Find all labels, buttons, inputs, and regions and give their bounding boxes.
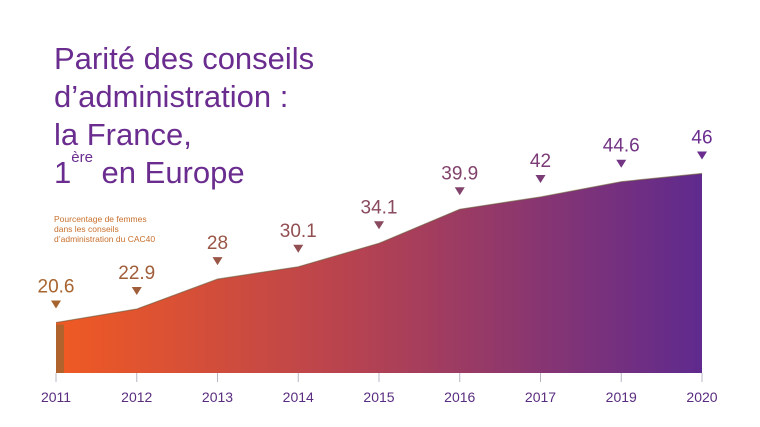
x-tick-label-2015: 2015	[363, 389, 394, 405]
title-rank-number: 1	[54, 155, 72, 190]
data-label-2020: 46	[691, 127, 712, 148]
data-label-2017: 42	[530, 151, 551, 172]
data-marker-2011	[51, 300, 61, 309]
area-series	[56, 173, 702, 373]
data-marker-2014	[293, 244, 304, 253]
title-rank-suffix: ère	[71, 149, 93, 166]
series-line	[55, 172, 703, 324]
x-tick-label-2011: 2011	[41, 389, 71, 405]
data-marker-2015	[374, 221, 384, 230]
x-tick-label-2012: 2012	[121, 389, 152, 405]
title-line-4: 1ère en Europe	[54, 150, 314, 192]
data-marker-2013	[212, 257, 223, 266]
area-start-edge	[56, 324, 64, 373]
x-tick-label-2020: 2020	[686, 389, 717, 405]
x-tick-label-2014: 2014	[283, 389, 314, 405]
chart-note: Pourcentage de femmes dans les conseils …	[54, 214, 156, 244]
data-marker-2019	[616, 159, 627, 168]
title-line-2: d’administration :	[54, 79, 289, 114]
x-tick-label-2013: 2013	[202, 389, 233, 405]
data-label-2013: 28	[207, 233, 228, 254]
data-label-2011: 20.6	[38, 277, 75, 298]
data-label-2016: 39.9	[441, 163, 478, 184]
data-label-2019: 44.6	[603, 136, 640, 157]
data-marker-2020	[697, 151, 707, 160]
x-tick-label-2016: 2016	[444, 389, 475, 405]
data-marker-2016	[454, 187, 465, 196]
data-marker-2012	[131, 287, 142, 296]
data-label-2014: 30.1	[280, 221, 317, 242]
title-line-3: la France,	[54, 117, 192, 152]
x-tick-label-2019: 2019	[606, 389, 637, 405]
data-label-2012: 22.9	[118, 263, 155, 284]
data-marker-2017	[535, 174, 546, 183]
title-line-1: Parité des conseils	[54, 41, 315, 76]
title-rest: en Europe	[92, 155, 245, 190]
chart-title: Parité des conseils d’administration : l…	[54, 40, 314, 192]
x-tick-label-2017: 2017	[525, 389, 556, 405]
data-label-2015: 34.1	[361, 197, 398, 218]
